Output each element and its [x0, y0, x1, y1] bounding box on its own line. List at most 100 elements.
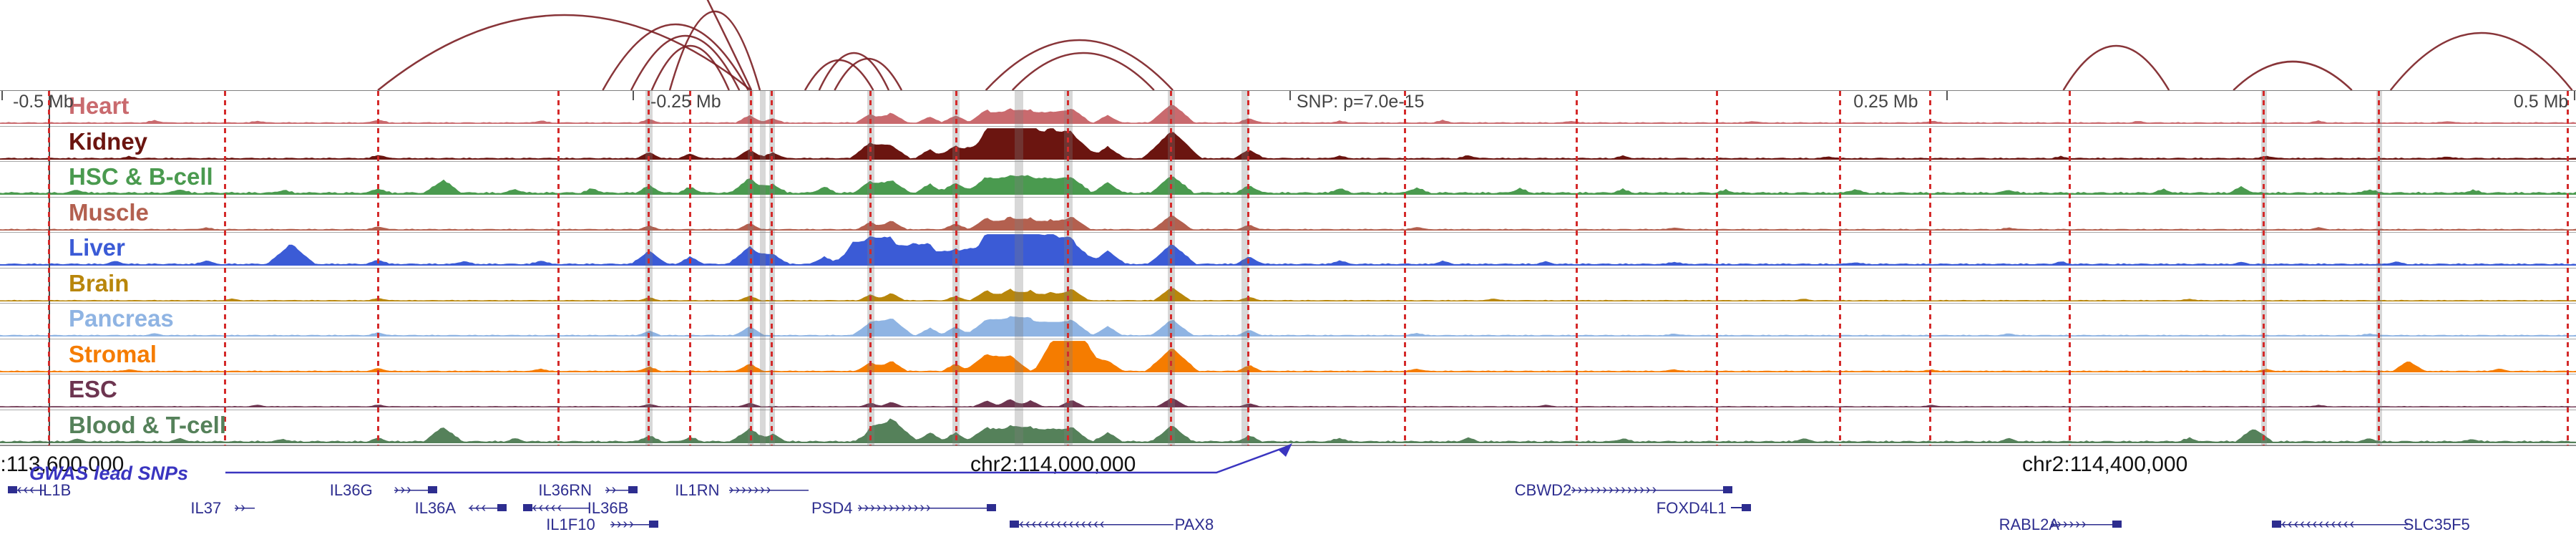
gwas-callout-line: [225, 443, 1292, 474]
track-row-liver: Liver: [0, 233, 2576, 268]
ruler-label: -0.25 Mb: [650, 92, 721, 112]
track-label: Stromal: [69, 340, 157, 367]
signal-area: [0, 127, 2576, 160]
coordinate-label: chr2:114,400,000: [2022, 453, 2188, 476]
gwas-snp-line: [869, 91, 872, 445]
gene-label-foxd4l1: FOXD4L1: [1656, 499, 1727, 517]
snp-pvalue-label: SNP: p=7.0e-15: [1296, 92, 1425, 112]
chromatin-interaction-arcs: [377, 0, 2573, 91]
gene-glyph-il36b: ‹‹‹‹‹: [522, 500, 589, 515]
gwas-snp-line: [1928, 91, 1931, 445]
interaction-arc: [602, 24, 749, 91]
interaction-arc: [834, 58, 903, 91]
gene-label-il36rn: IL36RN: [538, 481, 592, 499]
track-label: HSC & B-cell: [69, 163, 213, 190]
ruler-label: 0.5 Mb: [2513, 92, 2569, 112]
track-label: Muscle: [69, 198, 149, 226]
gwas-snp-line: [1576, 91, 1579, 445]
gene-glyph-pax8: ‹‹‹‹‹‹‹‹‹‹‹‹‹‹: [1010, 517, 1174, 531]
ruler-label: 0.25 Mb: [1853, 92, 1918, 112]
gwas-snp-line: [1715, 91, 1718, 445]
signal-path: [0, 175, 2576, 195]
signal-area: [0, 340, 2576, 372]
highlight-band: [1014, 91, 1023, 445]
gwas-snp-line: [1838, 91, 1841, 445]
signal-path: [0, 234, 2576, 266]
gwas-snp-line: [749, 91, 752, 445]
gene-exon-box: [649, 521, 659, 528]
interaction-arc: [630, 35, 741, 91]
gene-exon-box: [2112, 521, 2122, 528]
interaction-arc: [2233, 60, 2353, 91]
signal-area: [0, 316, 2576, 337]
gene-label-il1rn: IL1RN: [675, 481, 720, 499]
ruler-tick: [1289, 91, 1291, 100]
highlight-band: [759, 91, 766, 445]
gwas-snp-line: [376, 91, 379, 445]
signal-area: [0, 417, 2576, 443]
strand-arrows-left-icon: ‹‹‹‹‹‹‹‹‹‹‹‹‹‹: [1019, 517, 1174, 531]
gwas-snp-line: [1403, 91, 1406, 445]
gwas-callout-arrowhead-icon: [1278, 443, 1292, 457]
signal-area: [0, 397, 2576, 407]
track-label: Brain: [69, 269, 130, 296]
strand-arrows-right-icon: ›››››››: [728, 483, 809, 497]
ruler-tick: [1, 91, 3, 100]
gene-exon-box: [1010, 521, 1020, 528]
highlight-band: [1241, 91, 1249, 445]
signal-path: [0, 417, 2576, 443]
gwas-snp-line: [48, 91, 51, 445]
track-label: Pancreas: [69, 305, 174, 332]
gwas-snp-line: [224, 91, 227, 445]
strand-arrows-left-icon: ‹‹‹‹‹‹‹‹‹‹‹‹: [2281, 517, 2408, 531]
interaction-arc: [804, 59, 874, 91]
interaction-arc: [2389, 32, 2573, 91]
gwas-snp-line: [2069, 91, 2072, 445]
gene-glyph-rabl2a: ››››››: [2050, 517, 2122, 531]
gene-exon-box: [522, 504, 532, 511]
signal-area: [0, 234, 2576, 266]
strand-arrows-right-icon: ››››››››››››››: [1571, 483, 1724, 497]
gwas-lead-snps-label: GWAS lead SNPs: [29, 463, 189, 484]
strand-arrows-left-icon: ‹‹‹: [16, 483, 44, 497]
ruler-tick: [632, 91, 634, 100]
track-label: Liver: [69, 234, 125, 261]
gene-label-il37: IL37: [190, 499, 222, 517]
track-row-stromal: Stromal: [0, 339, 2576, 374]
gwas-callout-polyline: [225, 445, 1287, 474]
signal-path: [0, 105, 2576, 124]
gene-glyph-il36a: ‹‹‹: [469, 500, 507, 515]
gene-label-slc35f5: SLC35F5: [2403, 516, 2470, 533]
signal-path: [0, 127, 2576, 160]
gene-label-cbwd2: CBWD2: [1514, 481, 1572, 499]
gene-label-il36a: IL36A: [414, 499, 457, 517]
gwas-snp-line: [1247, 91, 1250, 445]
gene-label-psd4: PSD4: [811, 499, 853, 517]
gene-glyph-foxd4l1: [1731, 500, 1751, 515]
track-row-kidney: Kidney: [0, 127, 2576, 162]
track-label: Heart: [69, 92, 130, 119]
gene-track: ‹‹‹ IL1B ››› IL36G ›› IL36RN ››››››› IL1RN ›››››…: [0, 481, 2576, 536]
gene-label-pax8: PAX8: [1174, 516, 1214, 533]
signal-path: [0, 340, 2576, 372]
gene-glyph-cbwd2: ››››››››››››››: [1571, 483, 1733, 497]
gwas-snp-line: [2263, 91, 2265, 445]
track-label: Kidney: [69, 127, 148, 155]
signal-path: [0, 215, 2576, 231]
coordinate-label: chr2:113,600,000: [0, 453, 125, 476]
gene-label-il36b: IL36B: [587, 499, 629, 517]
gene-label-rabl2a: RABL2A: [1999, 516, 2059, 533]
interaction-arc: [650, 45, 730, 91]
gene-glyph-il37: ››: [234, 500, 255, 515]
interaction-arc: [818, 52, 890, 91]
gwas-snp-line: [557, 91, 560, 445]
interaction-arc: [668, 11, 761, 91]
gene-exon-box: [7, 486, 17, 493]
interaction-arc: [2062, 44, 2170, 91]
gwas-snp-line: [1067, 91, 1070, 445]
strand-arrows-right-icon: ››: [234, 500, 255, 515]
interaction-arc: [985, 39, 1174, 91]
gene-glyph-slc35f5: ‹‹‹‹‹‹‹‹‹‹‹‹: [2272, 517, 2408, 531]
gene-label-il36g: IL36G: [329, 481, 373, 499]
gene-glyph-il1f10: ››››: [610, 517, 659, 531]
